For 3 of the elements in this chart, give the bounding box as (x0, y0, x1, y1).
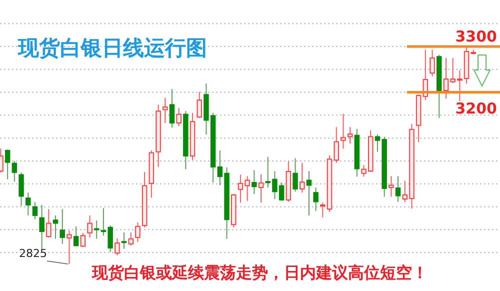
annotation: 2825 (19, 247, 47, 260)
title: 现货白银日线运行图 (18, 36, 207, 60)
annotation: 现货白银或延续震荡走势，日内建议高位短空！ (92, 263, 428, 282)
